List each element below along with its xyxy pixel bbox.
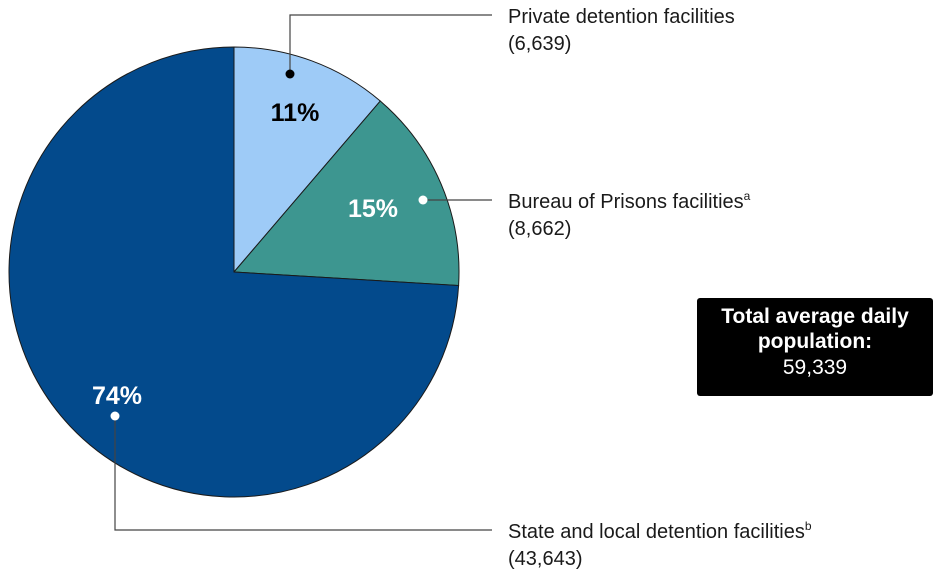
pie-slice-3 (8, 46, 460, 498)
category-count-3: (43,643) (508, 548, 583, 570)
category-label-3: State and local detention facilitiesb (508, 519, 812, 543)
pie-slice-1 (233, 46, 381, 274)
leader-dot-2 (418, 195, 428, 205)
category-count-2: (8,662) (508, 218, 571, 240)
slice-labels: 11% Private detention facilities (6,639) 15… (92, 6, 812, 570)
leader-dot-3 (110, 411, 120, 421)
category-label-2: Bureau of Prisons facilitiesa (508, 189, 751, 213)
percent-label-3: 74% (92, 382, 142, 410)
footnote-marker: a (744, 189, 751, 203)
total-population-box: Total average daily population: 59,339 (697, 298, 933, 396)
pie-slice-2 (232, 100, 460, 287)
percent-label-2: 15% (348, 195, 398, 223)
leader-line-1 (289, 14, 492, 74)
total-title: Total average daily population: (721, 305, 909, 353)
leader-dot-1 (285, 69, 295, 79)
leader-line-3 (114, 416, 492, 531)
total-value: 59,339 (782, 356, 848, 379)
category-count-1: (6,639) (508, 33, 571, 55)
footnote-marker: b (805, 519, 812, 533)
category-label-1: Private detention facilities (508, 6, 735, 28)
pie-slices (8, 46, 460, 498)
leader-lines (110, 14, 492, 531)
percent-label-1: 11% (271, 99, 320, 127)
